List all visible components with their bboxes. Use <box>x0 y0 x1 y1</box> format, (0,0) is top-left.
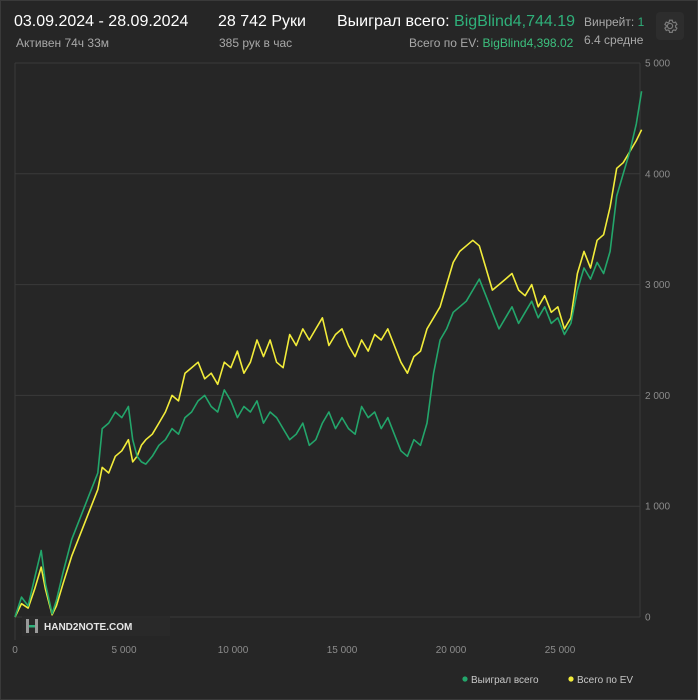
hand2note-logo-icon <box>26 619 38 633</box>
y-axis-ticks: 0 1 000 2 000 3 000 4 000 5 000 <box>645 59 670 624</box>
settings-button[interactable] <box>656 12 684 40</box>
series-lines <box>14 91 643 618</box>
watermark: HAND2NOTE.COM <box>22 616 170 636</box>
x-tick-label: 25 000 <box>545 645 576 656</box>
watermark-text: HAND2NOTE.COM <box>44 622 132 633</box>
hands-per-hour: 385 рук в час <box>219 36 293 50</box>
won-value: BigBlind4,744.19 <box>454 13 576 30</box>
legend-swatch-ev <box>568 676 574 682</box>
x-tick-label: 15 000 <box>327 645 358 656</box>
date-range[interactable]: 03.09.2024 - 28.09.2024 <box>14 13 189 30</box>
y-tick-label: 2 000 <box>645 391 670 402</box>
y-tick-label: 4 000 <box>645 169 670 180</box>
x-tick-label: 5 000 <box>111 645 136 656</box>
won-total: Выиграл всего: BigBlind4,744.19 <box>337 13 575 31</box>
won-label: Выиграл всего: <box>337 13 450 30</box>
y-tick-label: 3 000 <box>645 280 670 291</box>
winrate-sub: 6.4 средне <box>584 33 644 47</box>
x-tick-label: 20 000 <box>436 645 467 656</box>
ev-value: BigBlind4,398.02 <box>482 36 574 50</box>
legend-item-ev[interactable]: Всего по EV <box>568 675 633 686</box>
ev-total: Всего по EV: BigBlind4,398.02 <box>409 36 573 50</box>
legend-label-won: Выиграл всего <box>471 675 539 686</box>
y-tick-label: 5 000 <box>645 59 670 70</box>
legend-label-ev: Всего по EV <box>577 675 633 686</box>
winrate-value: 1 <box>637 15 645 29</box>
winrate-label: Винрейт: <box>584 15 635 29</box>
series-line-won <box>14 91 643 618</box>
hands-count: 28 742 Руки <box>218 13 306 30</box>
gear-icon <box>664 19 678 33</box>
ev-label: Всего по EV: <box>409 36 480 50</box>
watermark-background <box>22 616 170 636</box>
legend-swatch-won <box>462 676 468 682</box>
legend: Выиграл всего Всего по EV <box>462 675 633 686</box>
grid-lines <box>14 62 641 640</box>
x-tick-label: 10 000 <box>218 645 249 656</box>
x-tick-label: 0 <box>12 645 18 656</box>
active-time: Активен 74ч 33м <box>16 36 109 50</box>
x-axis-ticks: 0 5 000 10 000 15 000 20 000 25 000 <box>12 645 576 656</box>
legend-item-won[interactable]: Выиграл всего <box>462 675 539 686</box>
y-tick-label: 0 <box>645 613 651 624</box>
series-line-ev <box>14 129 643 618</box>
winrate: Винрейт: 1 <box>584 15 644 29</box>
y-tick-label: 1 000 <box>645 502 670 513</box>
